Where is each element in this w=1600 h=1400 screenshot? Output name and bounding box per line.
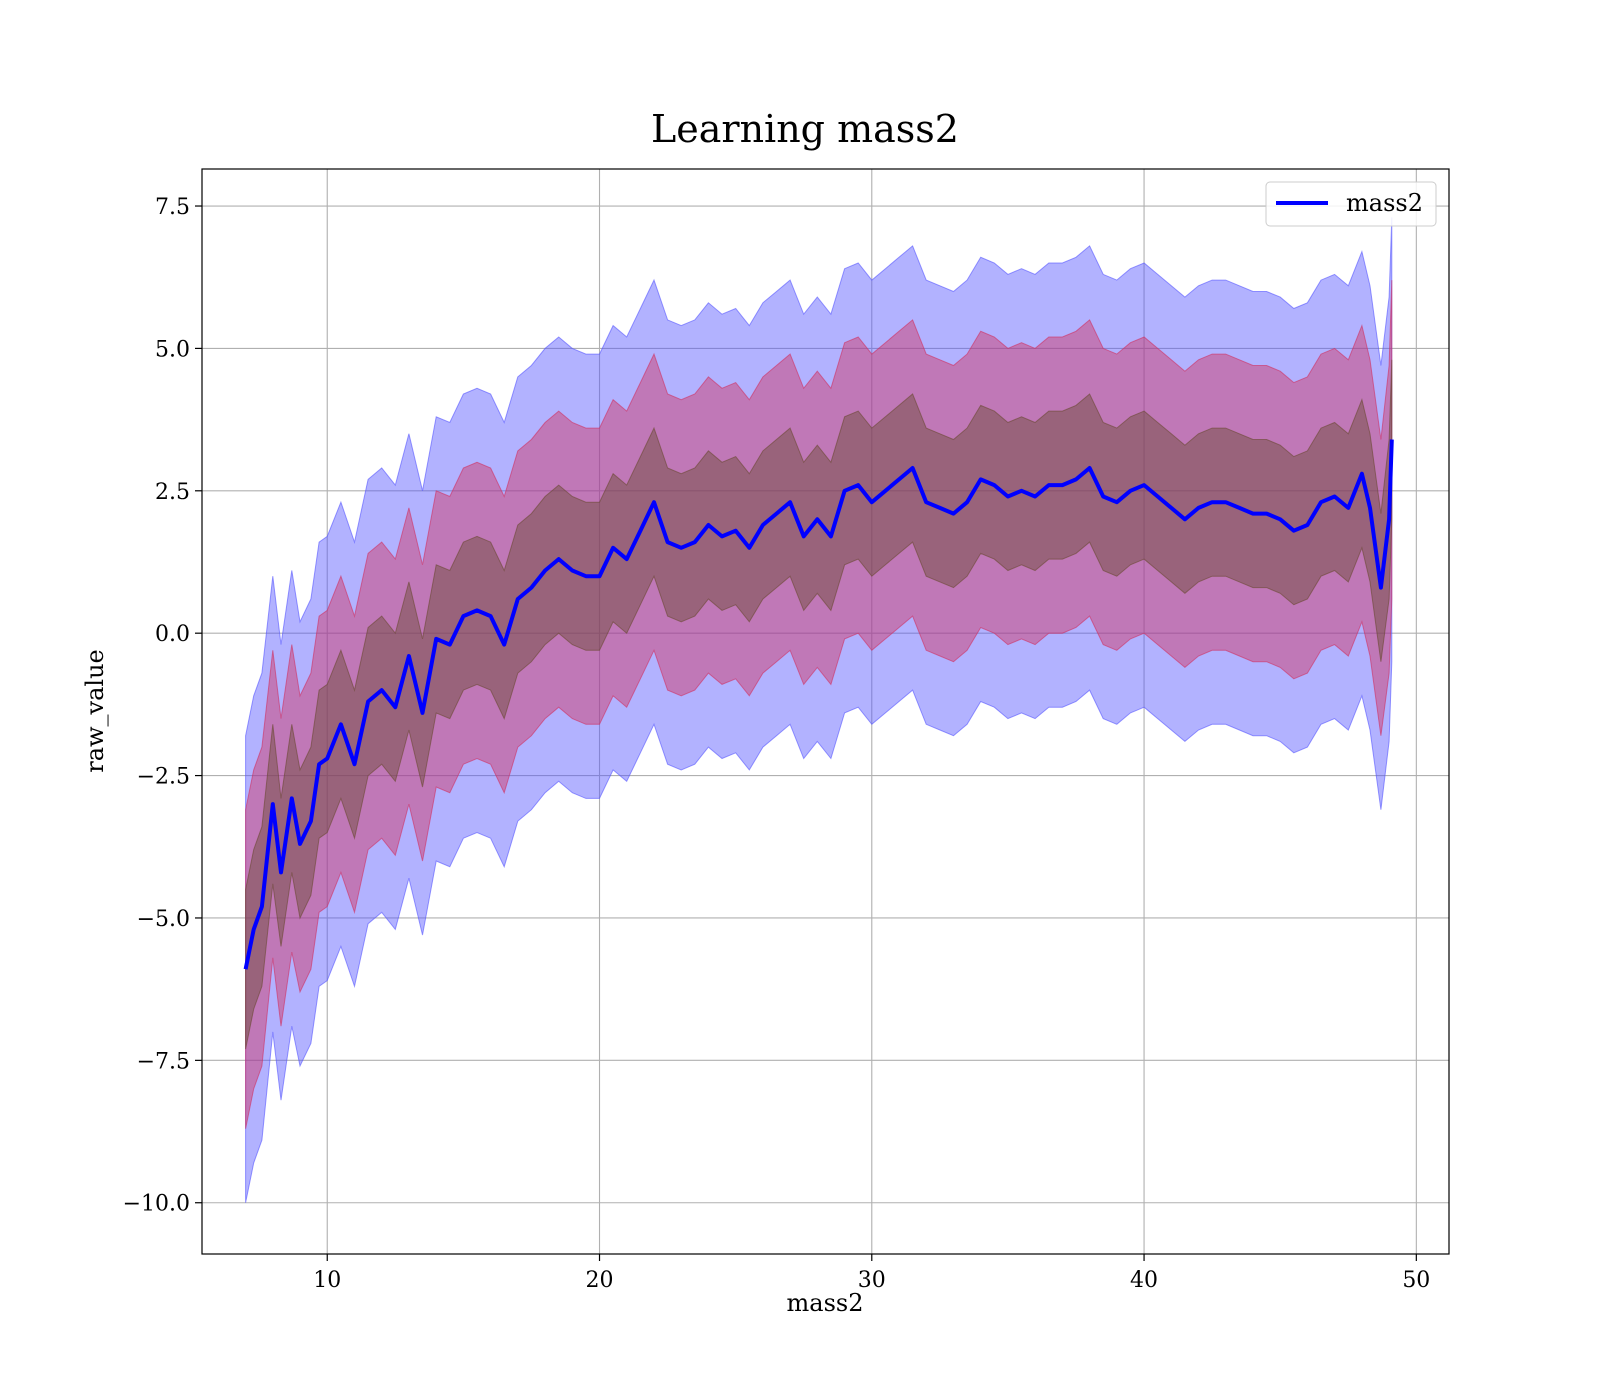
- y-tick-label: 0.0: [155, 622, 190, 647]
- y-tick-label: −10.0: [123, 1192, 190, 1217]
- x-tick-label: 50: [1402, 1268, 1430, 1293]
- confidence-bands: [245, 217, 1393, 1203]
- series-lines: [243, 439, 1394, 970]
- plot-frame: [201, 168, 1450, 1255]
- series-line-mass2: [243, 439, 1394, 970]
- legend: mass2: [1265, 181, 1437, 227]
- legend-label-mass2: mass2: [1346, 189, 1423, 217]
- band-middle: [245, 280, 1393, 1129]
- y-tick-label: −5.0: [137, 907, 190, 932]
- y-tick-label: 2.5: [155, 480, 190, 505]
- x-axis-label: mass2: [787, 1289, 864, 1317]
- chart-title: Learning mass2: [651, 107, 959, 151]
- legend-box: [1265, 181, 1437, 227]
- band-outer: [245, 217, 1393, 1203]
- y-axis-label: raw_value: [81, 649, 109, 773]
- y-tick-label: 7.5: [155, 195, 190, 220]
- band-inner: [245, 359, 1393, 1050]
- y-tick-label: −7.5: [137, 1049, 190, 1074]
- y-tick-label: −2.5: [137, 765, 190, 790]
- x-tick-label: 30: [858, 1268, 886, 1293]
- grid: [202, 169, 1449, 1254]
- y-axis-ticks: 7.5 5.0 2.5 0.0 −2.5 −5.0 −7.5 −10.0: [123, 195, 202, 1217]
- x-tick-label: 20: [586, 1268, 614, 1293]
- x-axis-ticks: 10 20 30 40 50: [313, 1254, 1430, 1293]
- y-tick-label: 5.0: [155, 337, 190, 362]
- x-tick-label: 10: [313, 1268, 341, 1293]
- x-tick-label: 40: [1130, 1268, 1158, 1293]
